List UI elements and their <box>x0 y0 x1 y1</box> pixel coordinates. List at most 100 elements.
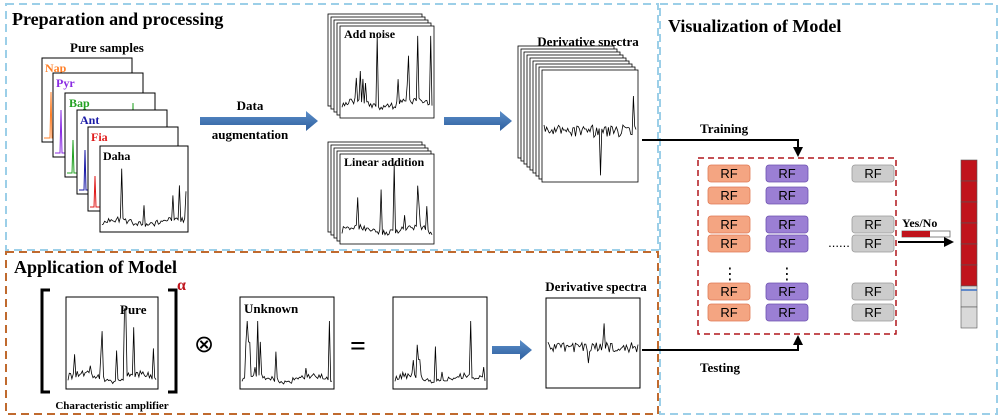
random-forest-grid: RF RF RF RF RF RF RF RF RF RF RF RF RF RF RF RF RF <box>707 164 895 322</box>
to-app-derivative-arrow <box>492 340 532 360</box>
training-label: Training <box>700 121 749 136</box>
app-derivative-label: Derivative spectra <box>545 279 647 294</box>
result-trace <box>394 320 486 384</box>
viz-section-frame <box>659 3 998 415</box>
output-cell <box>960 159 978 182</box>
sample-label-bap: Bap <box>69 96 90 110</box>
rf-col2-tree <box>765 164 809 183</box>
rf-col1-tree-label: RF <box>720 188 737 203</box>
rf-col3-tree <box>851 234 895 253</box>
pure-samples-stack: Nap Pyr Bap Ant Fia Daha <box>41 57 189 233</box>
rf-col2-tree-label: RF <box>778 188 795 203</box>
linear-addition-stack <box>327 141 435 245</box>
add-noise-trace <box>341 35 433 111</box>
linear-addition-label: Linear addition <box>344 155 424 169</box>
app-derivative-panel <box>545 297 641 389</box>
rf-col3-tree-label: RF <box>864 284 881 299</box>
add-noise-label: Add noise <box>344 27 396 41</box>
rf-col2-tree <box>765 186 809 205</box>
rf-ellipsis-col1: ⋮ <box>722 266 738 283</box>
rf-col2-tree <box>765 215 809 234</box>
output-column <box>960 159 978 329</box>
augmentation-label-line2: augmentation <box>212 127 289 142</box>
output-cell <box>960 222 978 245</box>
characteristic-amplifier-label: Characteristic amplifier <box>55 400 168 412</box>
rf-col2-tree <box>765 234 809 253</box>
output-cell <box>960 201 978 224</box>
derivative-spectra-label: Derivative spectra <box>537 34 639 49</box>
rf-col1-tree-label: RF <box>720 217 737 232</box>
testing-label: Testing <box>700 360 740 375</box>
rf-col1-tree <box>707 186 751 205</box>
rf-col2-tree-label: RF <box>778 217 795 232</box>
output-cell <box>960 285 978 308</box>
equals-operator: = <box>350 331 366 362</box>
rf-col3-tree <box>851 303 895 322</box>
output-cell <box>960 264 978 287</box>
app-derivative-trace <box>547 323 639 364</box>
rf-col1-tree <box>707 303 751 322</box>
rf-col2-tree-label: RF <box>778 166 795 181</box>
alpha-symbol: α <box>177 277 186 294</box>
rf-col1-tree-label: RF <box>720 166 737 181</box>
testing-arrow <box>642 335 803 351</box>
rf-col2-tree <box>765 282 809 301</box>
training-arrow <box>642 139 803 157</box>
add-noise-stack <box>327 13 435 119</box>
result-label: Yes/No <box>902 216 937 230</box>
output-cell <box>960 306 978 329</box>
output-cell <box>960 243 978 266</box>
sample-label-fia: Fia <box>91 130 108 144</box>
rf-col3-tree-label: RF <box>864 166 881 181</box>
linear-addition-trace <box>341 163 433 236</box>
rf-col3-tree <box>851 282 895 301</box>
sample-label-pyr: Pyr <box>56 76 75 90</box>
sample-label-daha: Daha <box>103 149 130 163</box>
rf-col3-tree <box>851 164 895 183</box>
derivative-spectra-stack <box>517 45 639 183</box>
prep-section-title: Preparation and processing <box>12 9 223 29</box>
app-section-frame <box>5 251 659 415</box>
sample-panel-daha <box>99 145 189 233</box>
rf-col1-tree <box>707 234 751 253</box>
rf-col1-tree-label: RF <box>720 305 737 320</box>
rf-col1-tree <box>707 215 751 234</box>
pure-samples-label: Pure samples <box>70 40 144 55</box>
random-forest-box <box>697 157 897 335</box>
viz-section-title: Visualization of Model <box>668 16 841 36</box>
sample-trace-daha <box>101 168 187 227</box>
unknown-trace <box>241 320 333 385</box>
unknown-label: Unknown <box>244 301 299 316</box>
rf-col2-tree-label: RF <box>778 305 795 320</box>
rf-col1-tree <box>707 282 751 301</box>
rf-col3-tree <box>851 215 895 234</box>
augmentation-label-line1: Data <box>237 98 264 113</box>
result-panel <box>392 296 488 390</box>
prep-section-frame <box>5 3 659 251</box>
rf-col2-tree <box>765 303 809 322</box>
sample-label-nap: Nap <box>45 61 67 75</box>
rf-col1-tree-label: RF <box>720 284 737 299</box>
to-derivative-arrow <box>444 111 512 131</box>
multiply-operator: ⊗ <box>194 331 214 358</box>
derivative-trace <box>543 95 637 176</box>
app-section-title: Application of Model <box>14 257 177 277</box>
rf-ellipsis-horizontal: ...... <box>828 235 850 250</box>
rf-col2-tree-label: RF <box>778 236 795 251</box>
rf-col3-tree-label: RF <box>864 217 881 232</box>
augmentation-arrow <box>200 111 318 131</box>
sample-label-ant: Ant <box>80 113 99 127</box>
rf-col1-tree-label: RF <box>720 236 737 251</box>
result-bar-fill <box>902 231 930 237</box>
bracket-right <box>168 288 178 394</box>
pure-trace <box>67 308 157 385</box>
rf-col1-tree <box>707 164 751 183</box>
rf-col2-tree-label: RF <box>778 284 795 299</box>
rf-ellipsis-col2: ⋮ <box>779 266 795 283</box>
output-cell <box>960 180 978 203</box>
pure-label: Pure <box>120 302 147 317</box>
bracket-left <box>40 288 50 394</box>
rf-col3-tree-label: RF <box>864 305 881 320</box>
